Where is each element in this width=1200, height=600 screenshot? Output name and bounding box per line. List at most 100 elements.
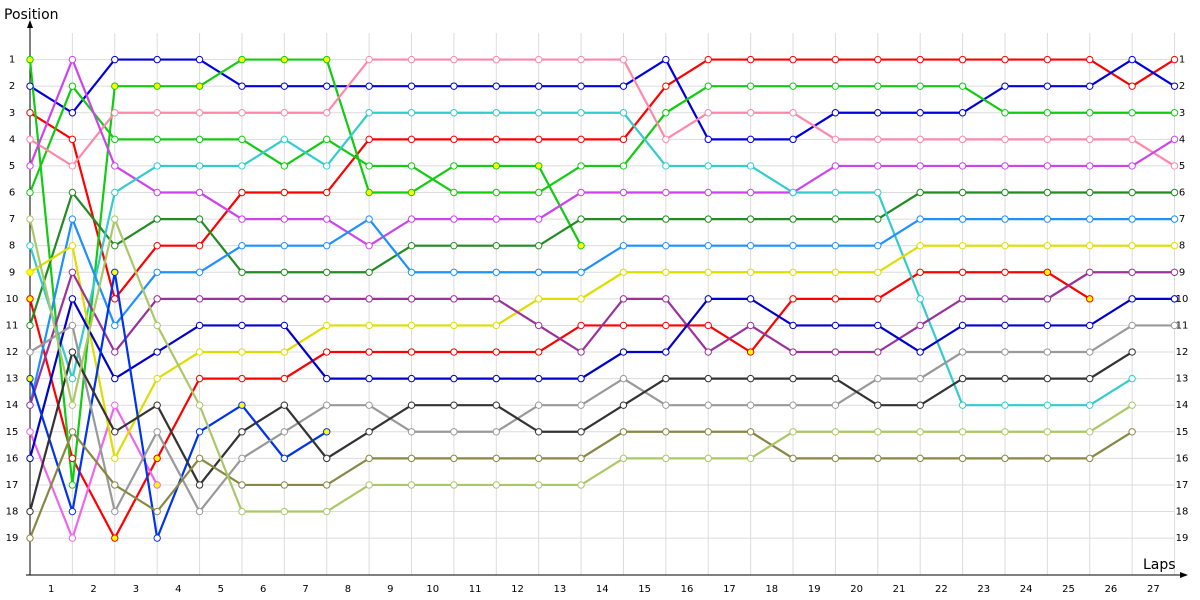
point-marker xyxy=(1128,82,1136,90)
point-marker xyxy=(958,428,967,436)
point-marker xyxy=(492,109,500,117)
point-marker xyxy=(238,507,246,516)
point-marker xyxy=(1128,162,1136,170)
y-tick-label: 11 xyxy=(6,320,19,331)
point-marker xyxy=(704,454,712,463)
point-marker xyxy=(1086,428,1094,436)
point-marker xyxy=(407,348,416,356)
point-marker xyxy=(111,507,119,516)
point-marker xyxy=(619,109,628,117)
point-marker xyxy=(238,162,246,170)
series-line xyxy=(28,84,1175,194)
point-marker xyxy=(492,454,500,463)
point-marker xyxy=(407,428,416,436)
point-marker xyxy=(26,321,34,330)
point-marker xyxy=(619,401,628,409)
point-marker xyxy=(874,321,882,330)
point-marker xyxy=(1170,295,1179,303)
point-marker xyxy=(831,215,840,223)
point-marker xyxy=(958,241,967,250)
x-tick-label: 12 xyxy=(511,584,524,595)
y-tick-label-right: 16 xyxy=(1176,453,1189,464)
point-marker xyxy=(407,135,416,144)
point-marker xyxy=(874,374,882,383)
point-marker xyxy=(1128,55,1136,64)
point-marker xyxy=(662,241,670,250)
point-marker xyxy=(874,295,882,303)
point-marker xyxy=(68,348,77,356)
point-marker xyxy=(450,401,458,409)
point-marker xyxy=(534,82,543,90)
point-marker xyxy=(1170,162,1179,170)
x-tick-label: 11 xyxy=(469,584,482,595)
point-marker xyxy=(534,162,543,170)
x-tick-label: 4 xyxy=(175,584,181,595)
series-line xyxy=(28,295,1175,459)
point-marker xyxy=(1170,241,1179,250)
point-marker xyxy=(238,321,246,330)
point-marker xyxy=(492,135,500,144)
point-marker xyxy=(450,162,458,170)
point-marker xyxy=(365,454,373,463)
point-marker xyxy=(323,348,331,356)
point-marker xyxy=(1001,215,1009,223)
point-marker xyxy=(958,374,967,383)
point-marker xyxy=(365,348,373,356)
point-marker xyxy=(450,454,458,463)
y-tick-label: 5 xyxy=(9,161,15,172)
x-tick-label: 3 xyxy=(133,584,139,595)
x-tick-label: 26 xyxy=(1105,584,1118,595)
point-marker xyxy=(68,268,77,276)
point-marker xyxy=(26,401,34,409)
point-marker xyxy=(704,55,712,64)
point-marker xyxy=(1128,135,1136,144)
point-marker xyxy=(746,454,755,463)
point-marker xyxy=(450,188,458,197)
point-marker xyxy=(916,82,924,90)
point-marker xyxy=(323,321,331,330)
point-marker xyxy=(492,268,500,276)
x-tick-label: 8 xyxy=(345,584,351,595)
point-marker xyxy=(534,374,543,383)
point-marker xyxy=(619,162,628,170)
point-marker xyxy=(450,348,458,356)
point-marker xyxy=(831,188,840,197)
point-marker xyxy=(874,188,882,197)
point-marker xyxy=(916,428,924,436)
point-marker xyxy=(958,348,967,356)
point-marker xyxy=(746,55,755,64)
y-tick-label-right: 10 xyxy=(1176,294,1189,305)
point-marker xyxy=(619,215,628,223)
point-marker xyxy=(111,215,119,223)
point-marker xyxy=(68,454,77,463)
point-marker xyxy=(1001,55,1009,64)
point-marker xyxy=(492,321,500,330)
point-marker xyxy=(195,401,204,409)
point-marker xyxy=(365,268,373,276)
point-marker xyxy=(1128,215,1136,223)
point-marker xyxy=(492,82,500,90)
point-marker xyxy=(746,401,755,409)
point-marker xyxy=(534,295,543,303)
point-marker xyxy=(916,55,924,64)
point-marker xyxy=(68,481,77,489)
point-marker xyxy=(365,135,373,144)
point-marker xyxy=(1001,188,1009,197)
y-tick-label: 6 xyxy=(9,188,15,199)
point-marker xyxy=(492,188,500,197)
point-marker xyxy=(577,109,585,117)
point-marker xyxy=(874,162,882,170)
point-marker xyxy=(68,241,77,250)
point-marker xyxy=(111,348,119,356)
point-marker xyxy=(789,215,797,223)
point-marker xyxy=(492,401,500,409)
point-marker xyxy=(1043,268,1052,276)
point-marker xyxy=(577,268,585,276)
series-line xyxy=(28,269,1175,406)
point-marker xyxy=(662,401,670,409)
point-marker xyxy=(1086,55,1094,64)
point-marker xyxy=(195,481,204,489)
y-arrow xyxy=(27,20,33,28)
point-marker xyxy=(365,295,373,303)
x-tick-label: 1 xyxy=(48,584,54,595)
